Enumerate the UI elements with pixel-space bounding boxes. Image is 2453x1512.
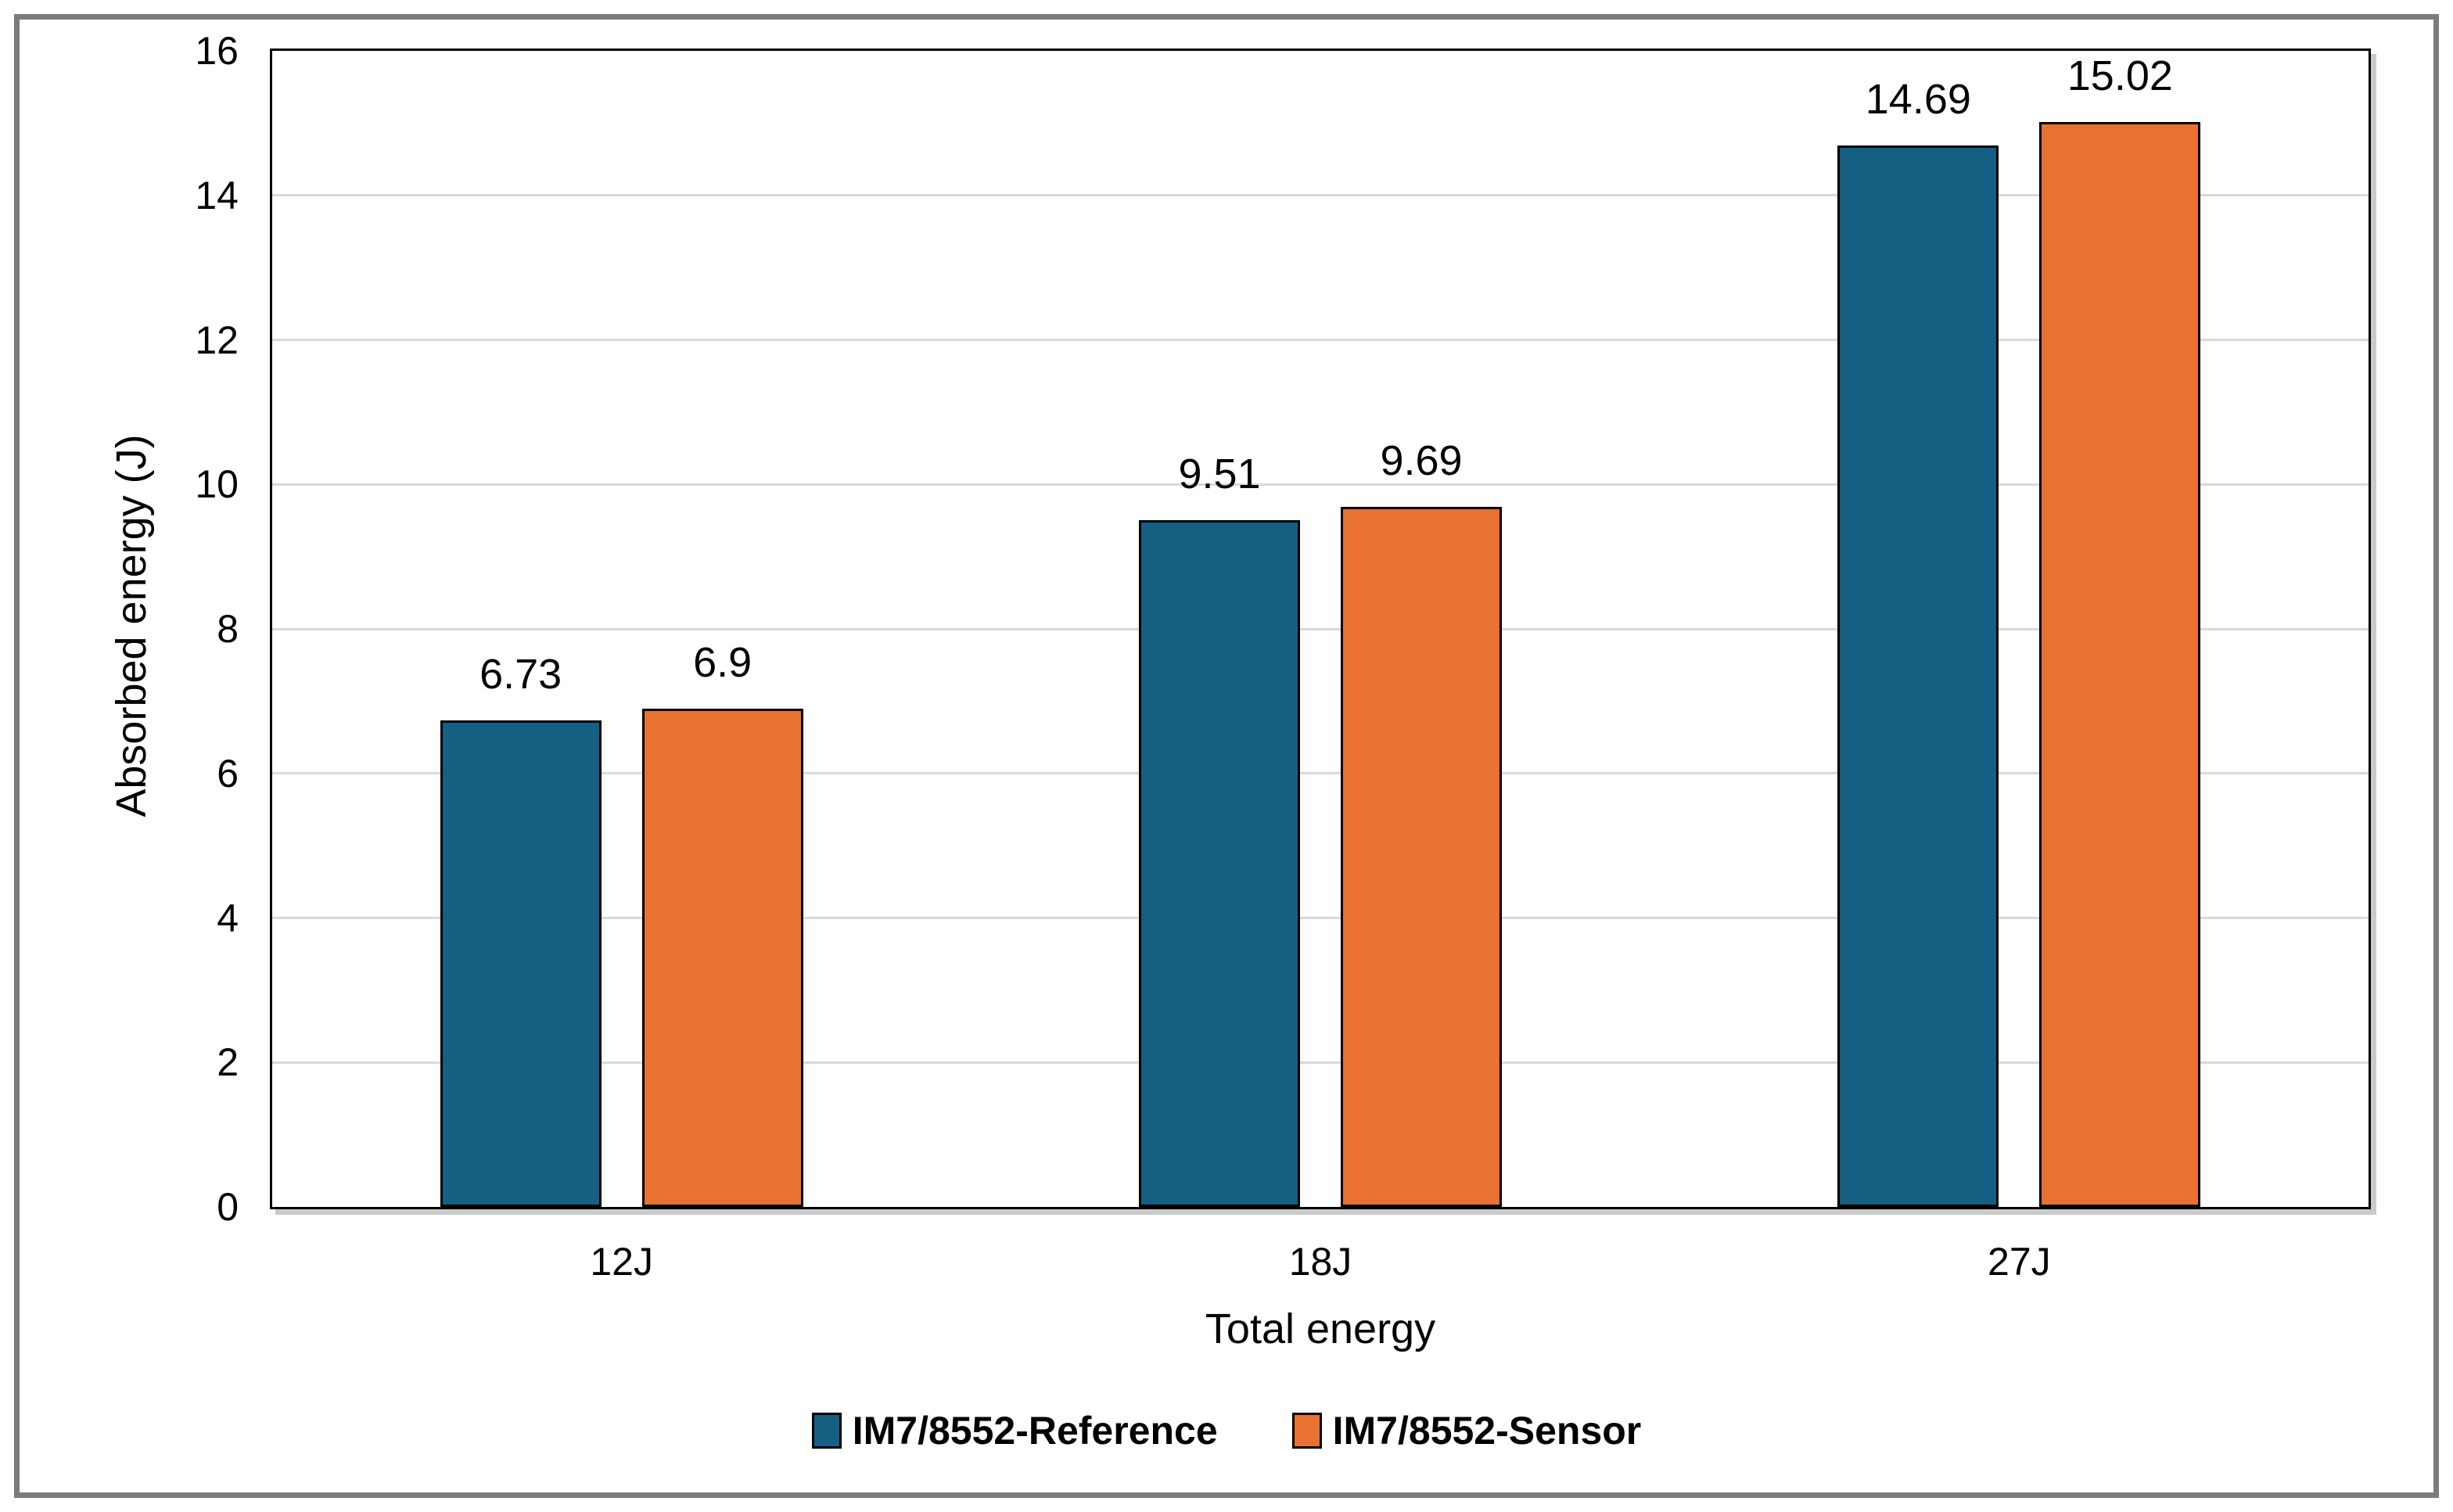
gridline-y8 — [272, 627, 2369, 630]
bar-18J-reference — [1139, 519, 1300, 1207]
bar-27J-reference — [1837, 145, 1999, 1207]
gridline-y10 — [272, 483, 2369, 486]
data-label-12J-sensor: 6.9 — [693, 638, 752, 686]
data-label-18J-sensor: 9.69 — [1380, 436, 1463, 484]
data-label-27J-reference: 14.69 — [1865, 76, 1971, 123]
x-category-label-12J: 12J — [590, 1240, 653, 1284]
legend-swatch-reference — [811, 1413, 842, 1449]
legend-label-reference: IM7/8552-Reference — [852, 1409, 1218, 1453]
gridline-y4 — [272, 917, 2369, 919]
x-category-label-18J: 18J — [1288, 1240, 1352, 1284]
bar-12J-reference — [440, 720, 602, 1207]
legend-label-sensor: IM7/8552-Sensor — [1332, 1409, 1642, 1453]
legend-item-reference: IM7/8552-Reference — [811, 1408, 1218, 1453]
y-tick-label-0: 0 — [217, 1185, 239, 1229]
gridline-y14 — [272, 194, 2369, 197]
y-tick-label-12: 12 — [195, 318, 239, 362]
gridline-y2 — [272, 1061, 2369, 1064]
data-label-27J-sensor: 15.02 — [2067, 52, 2173, 99]
data-label-18J-reference: 9.51 — [1178, 450, 1261, 497]
legend-swatch-sensor — [1291, 1413, 1322, 1449]
gridline-y12 — [272, 339, 2369, 341]
bar-12J-sensor — [641, 708, 803, 1207]
y-tick-label-4: 4 — [217, 896, 239, 940]
chart-legend: IM7/8552-Reference IM7/8552-Sensor — [0, 1408, 2453, 1453]
y-tick-label-16: 16 — [195, 29, 239, 73]
y-tick-label-8: 8 — [217, 607, 239, 651]
y-tick-label-6: 6 — [217, 751, 239, 796]
figure-border — [14, 14, 2439, 1498]
y-tick-label-2: 2 — [217, 1040, 239, 1085]
data-label-12J-reference: 6.73 — [479, 651, 562, 699]
x-category-label-27J: 27J — [1988, 1240, 2051, 1284]
x-axis-title: Total energy — [1205, 1305, 1436, 1352]
gridline-y6 — [272, 772, 2369, 775]
bar-18J-sensor — [1341, 506, 1502, 1207]
plot-area: 6.73 6.9 9.51 9.69 14.69 15.02 — [270, 48, 2371, 1209]
legend-item-sensor: IM7/8552-Sensor — [1291, 1408, 1642, 1453]
y-tick-label-14: 14 — [195, 173, 239, 217]
bar-27J-sensor — [2039, 121, 2201, 1207]
y-tick-label-10: 10 — [195, 462, 239, 507]
